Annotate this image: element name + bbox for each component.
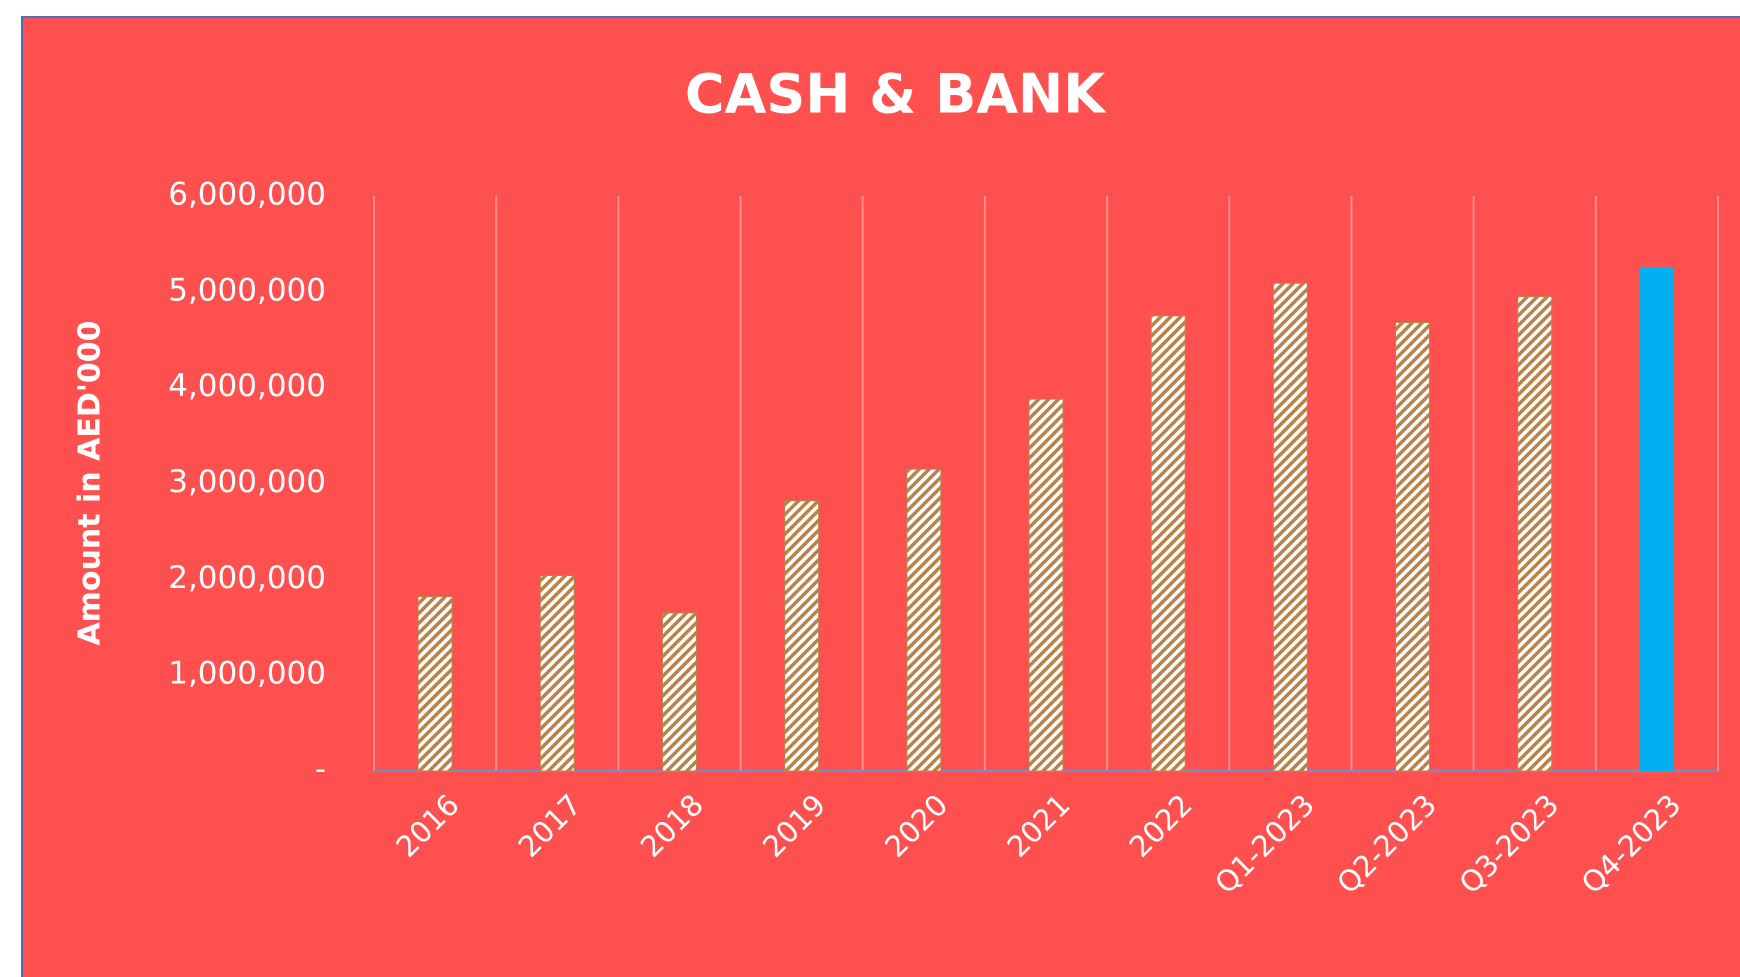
y-tick-label: 1,000,000: [168, 656, 326, 692]
y-tick-label: -: [315, 752, 326, 788]
bar: [1150, 315, 1186, 772]
bar: [1272, 282, 1308, 772]
bar: [906, 468, 942, 772]
bar: [417, 596, 453, 772]
chart-background: [21, 16, 1740, 977]
y-tick-label: 3,000,000: [168, 464, 326, 500]
bar: [1639, 266, 1674, 771]
y-tick-label: 5,000,000: [168, 272, 326, 308]
y-tick-label: 2,000,000: [168, 560, 326, 596]
y-axis-label: Amount in AED'000: [73, 320, 108, 645]
chart-title: CASH & BANK: [685, 63, 1107, 126]
y-tick-label: 6,000,000: [168, 177, 326, 213]
bar: [1028, 398, 1064, 772]
bar: [784, 500, 820, 772]
bar: [1395, 322, 1431, 772]
bar: [539, 575, 575, 772]
bar: [1517, 296, 1553, 772]
y-tick-label: 4,000,000: [168, 368, 326, 404]
bar: [661, 612, 697, 772]
